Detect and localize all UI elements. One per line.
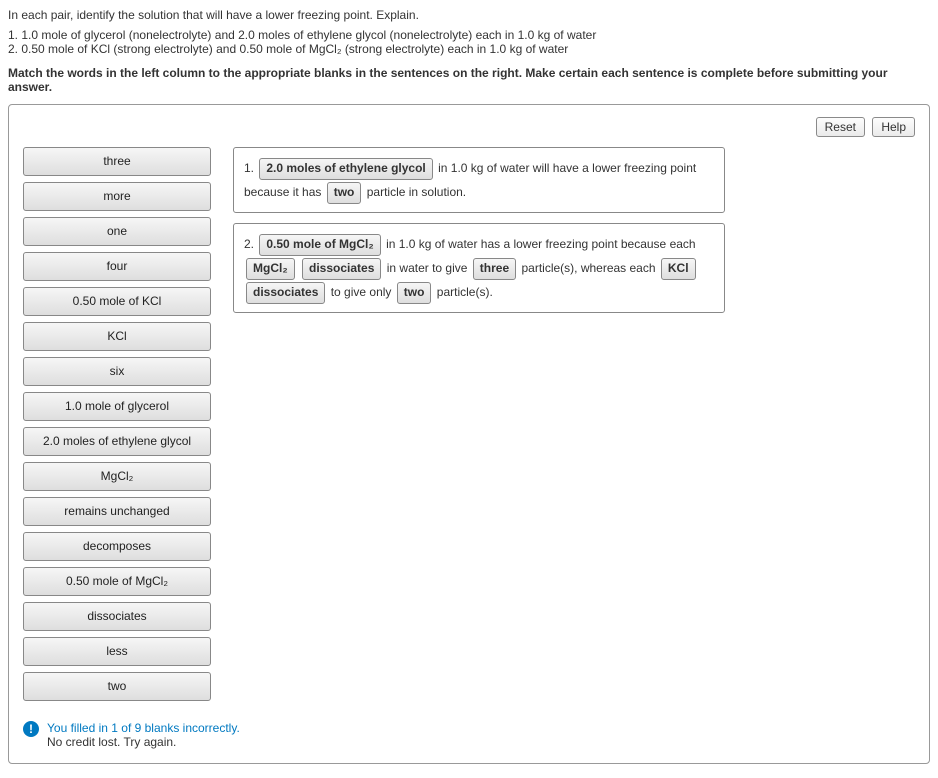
word-item[interactable]: one [23,217,211,246]
word-item[interactable]: KCl [23,322,211,351]
drop-slot[interactable]: dissociates [246,282,325,304]
feedback-line-1: You filled in 1 of 9 blanks incorrectly. [47,721,240,735]
drop-slot[interactable]: 2.0 moles of ethylene glycol [259,158,432,180]
sentence-text: particle in solution. [367,185,466,199]
drop-slot[interactable]: two [327,182,362,204]
question-item-2: 2. 0.50 mole of KCl (strong electrolyte)… [8,42,930,56]
info-icon: ! [23,721,39,737]
feedback-line-2: No credit lost. Try again. [47,735,240,749]
question-item-1: 1. 1.0 mole of glycerol (nonelectrolyte)… [8,28,930,42]
drop-slot[interactable]: dissociates [302,258,381,280]
word-item[interactable]: less [23,637,211,666]
sentence-text: particle(s). [437,285,493,299]
instruction-text: Match the words in the left column to th… [8,66,930,94]
drop-slot[interactable]: KCl [661,258,696,280]
word-item[interactable]: 0.50 mole of KCl [23,287,211,316]
sentence-number: 2. [244,237,254,251]
question-intro: In each pair, identify the solution that… [8,8,930,22]
word-item[interactable]: two [23,672,211,701]
panel-toolbar: Reset Help [23,117,915,137]
feedback-text-wrap: You filled in 1 of 9 blanks incorrectly.… [47,721,240,749]
feedback-area: ! You filled in 1 of 9 blanks incorrectl… [23,721,915,749]
word-item[interactable]: six [23,357,211,386]
sentence-2: 2. 0.50 mole of MgCl₂ in 1.0 kg of water… [233,223,725,313]
reset-button[interactable]: Reset [816,117,865,137]
sentence-area: 1. 2.0 moles of ethylene glycol in 1.0 k… [233,147,915,323]
word-item[interactable]: three [23,147,211,176]
word-item[interactable]: 2.0 moles of ethylene glycol [23,427,211,456]
word-item[interactable]: 0.50 mole of MgCl₂ [23,567,211,596]
word-bank: three more one four 0.50 mole of KCl KCl… [23,147,211,707]
drop-slot[interactable]: MgCl₂ [246,258,295,280]
sentence-text: to give only [331,285,395,299]
drop-slot[interactable]: three [473,258,516,280]
sentence-number: 1. [244,161,254,175]
sentence-text: in 1.0 kg of water has a lower freezing … [386,237,696,251]
word-item[interactable]: four [23,252,211,281]
sentence-1: 1. 2.0 moles of ethylene glycol in 1.0 k… [233,147,725,213]
help-button[interactable]: Help [872,117,915,137]
drop-slot[interactable]: 0.50 mole of MgCl₂ [259,234,380,256]
word-item[interactable]: more [23,182,211,211]
question-list: 1. 1.0 mole of glycerol (nonelectrolyte)… [8,28,930,56]
word-item[interactable]: dissociates [23,602,211,631]
word-item[interactable]: 1.0 mole of glycerol [23,392,211,421]
sentence-text: in water to give [387,261,471,275]
sentence-text: particle(s), whereas each [521,261,658,275]
drop-slot[interactable]: two [397,282,432,304]
content-row: three more one four 0.50 mole of KCl KCl… [23,147,915,707]
word-item[interactable]: decomposes [23,532,211,561]
matching-panel: Reset Help three more one four 0.50 mole… [8,104,930,764]
word-item[interactable]: MgCl₂ [23,462,211,491]
word-item[interactable]: remains unchanged [23,497,211,526]
